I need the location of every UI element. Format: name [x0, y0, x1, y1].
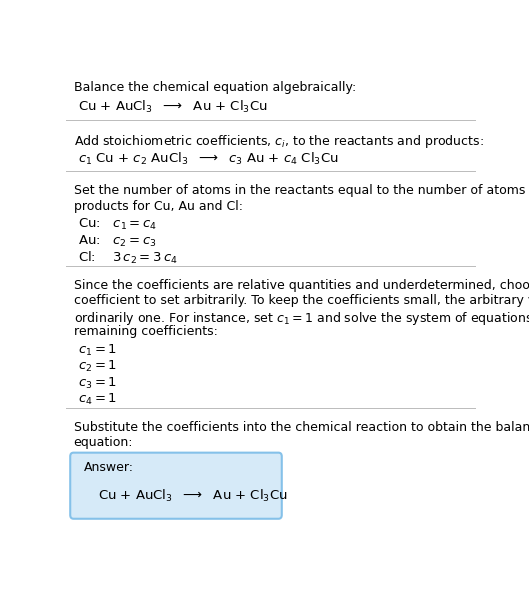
Text: Since the coefficients are relative quantities and underdetermined, choose a: Since the coefficients are relative quan…	[74, 279, 529, 292]
Text: Substitute the coefficients into the chemical reaction to obtain the balanced: Substitute the coefficients into the che…	[74, 421, 529, 434]
Text: Cu + AuCl$_3$  $\longrightarrow$  Au + Cl$_3$Cu: Cu + AuCl$_3$ $\longrightarrow$ Au + Cl$…	[98, 487, 288, 504]
Text: $c_1$ Cu + $c_2$ AuCl$_3$  $\longrightarrow$  $c_3$ Au + $c_4$ Cl$_3$Cu: $c_1$ Cu + $c_2$ AuCl$_3$ $\longrightarr…	[78, 151, 339, 166]
Text: Add stoichiometric coefficients, $c_i$, to the reactants and products:: Add stoichiometric coefficients, $c_i$, …	[74, 133, 484, 150]
Text: $c_2 = 1$: $c_2 = 1$	[78, 359, 117, 375]
Text: Balance the chemical equation algebraically:: Balance the chemical equation algebraica…	[74, 81, 356, 94]
Text: remaining coefficients:: remaining coefficients:	[74, 325, 217, 338]
Text: Au:   $c_2 = c_3$: Au: $c_2 = c_3$	[78, 234, 157, 249]
Text: Cu:   $c_1 = c_4$: Cu: $c_1 = c_4$	[78, 217, 157, 232]
Text: Answer:: Answer:	[84, 461, 134, 474]
Text: Cu + AuCl$_3$  $\longrightarrow$  Au + Cl$_3$Cu: Cu + AuCl$_3$ $\longrightarrow$ Au + Cl$…	[78, 99, 267, 115]
Text: Cl:    $3\,c_2 = 3\,c_4$: Cl: $3\,c_2 = 3\,c_4$	[78, 249, 177, 266]
Text: $c_4 = 1$: $c_4 = 1$	[78, 392, 117, 407]
Text: $c_3 = 1$: $c_3 = 1$	[78, 375, 117, 390]
Text: $c_1 = 1$: $c_1 = 1$	[78, 343, 117, 358]
Text: products for Cu, Au and Cl:: products for Cu, Au and Cl:	[74, 200, 242, 212]
Text: ordinarily one. For instance, set $c_1 = 1$ and solve the system of equations fo: ordinarily one. For instance, set $c_1 =…	[74, 310, 529, 327]
Text: Set the number of atoms in the reactants equal to the number of atoms in the: Set the number of atoms in the reactants…	[74, 184, 529, 197]
Text: coefficient to set arbitrarily. To keep the coefficients small, the arbitrary va: coefficient to set arbitrarily. To keep …	[74, 294, 529, 308]
FancyBboxPatch shape	[70, 453, 282, 519]
Text: equation:: equation:	[74, 436, 133, 449]
